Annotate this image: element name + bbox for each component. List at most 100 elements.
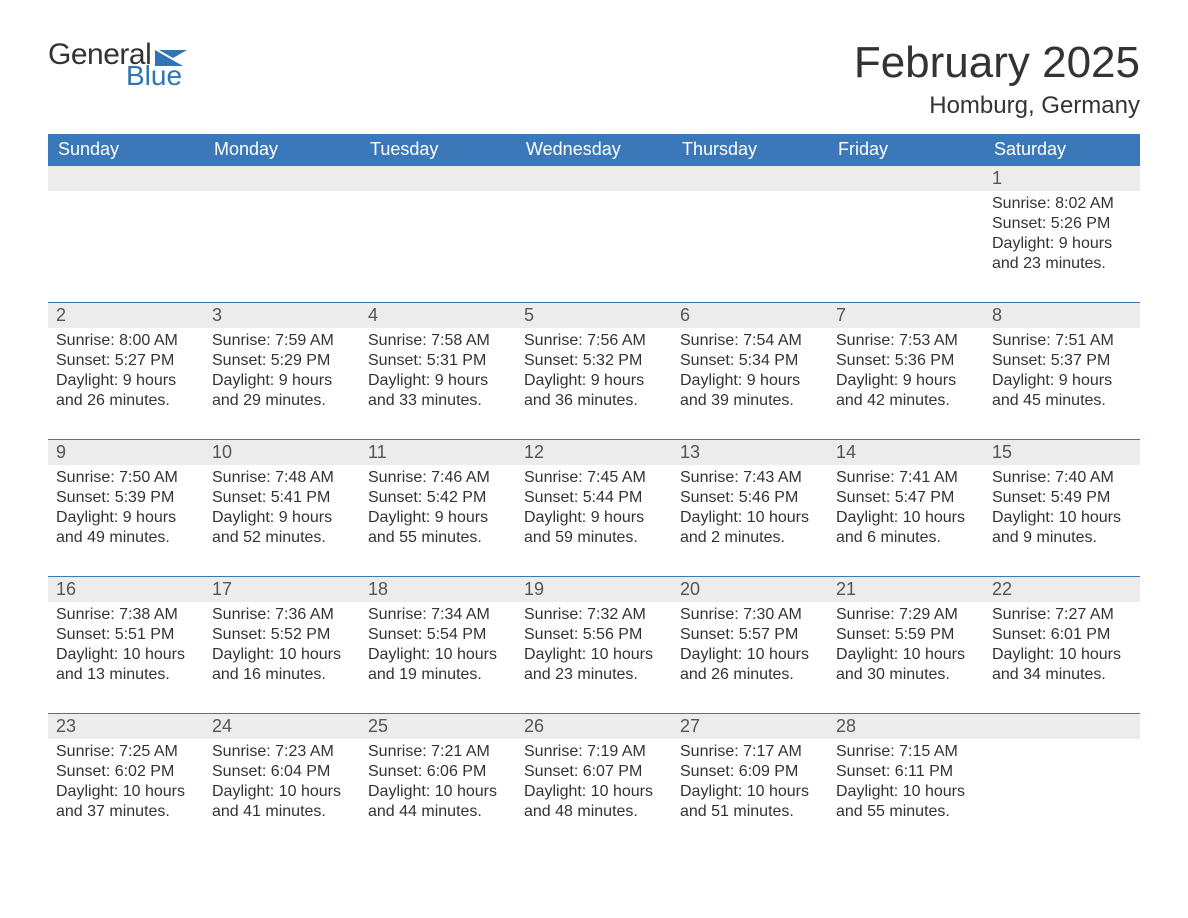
daylight-line: Daylight: 9 hours and 49 minutes. (56, 508, 196, 548)
sunrise-line: Sunrise: 8:02 AM (992, 194, 1132, 214)
day-number: 12 (516, 440, 672, 465)
sunset-line: Sunset: 5:47 PM (836, 488, 976, 508)
day-details: Sunrise: 7:41 AMSunset: 5:47 PMDaylight:… (828, 465, 984, 548)
sunset-line: Sunset: 5:31 PM (368, 351, 508, 371)
day-details: Sunrise: 7:48 AMSunset: 5:41 PMDaylight:… (204, 465, 360, 548)
sunset-line: Sunset: 5:34 PM (680, 351, 820, 371)
sunrise-line: Sunrise: 7:17 AM (680, 742, 820, 762)
sunset-line: Sunset: 5:32 PM (524, 351, 664, 371)
daylight-line: Daylight: 9 hours and 59 minutes. (524, 508, 664, 548)
sunset-line: Sunset: 6:09 PM (680, 762, 820, 782)
page-title: February 2025 (854, 40, 1140, 86)
day-number: 13 (672, 440, 828, 465)
sunset-line: Sunset: 5:57 PM (680, 625, 820, 645)
calendar-week-row: 16Sunrise: 7:38 AMSunset: 5:51 PMDayligh… (48, 577, 1140, 714)
calendar-day-cell: 28Sunrise: 7:15 AMSunset: 6:11 PMDayligh… (828, 714, 984, 851)
calendar-day-cell: 25Sunrise: 7:21 AMSunset: 6:06 PMDayligh… (360, 714, 516, 851)
day-number (48, 166, 204, 191)
day-number (984, 714, 1140, 739)
location-label: Homburg, Germany (854, 92, 1140, 120)
weekday-header-row: SundayMondayTuesdayWednesdayThursdayFrid… (48, 134, 1140, 166)
sunrise-line: Sunrise: 7:23 AM (212, 742, 352, 762)
daylight-line: Daylight: 10 hours and 26 minutes. (680, 645, 820, 685)
calendar-day-cell: 5Sunrise: 7:56 AMSunset: 5:32 PMDaylight… (516, 303, 672, 440)
sunrise-line: Sunrise: 7:30 AM (680, 605, 820, 625)
day-number: 3 (204, 303, 360, 328)
daylight-line: Daylight: 10 hours and 19 minutes. (368, 645, 508, 685)
daylight-line: Daylight: 10 hours and 48 minutes. (524, 782, 664, 822)
day-details: Sunrise: 7:53 AMSunset: 5:36 PMDaylight:… (828, 328, 984, 411)
sunset-line: Sunset: 5:49 PM (992, 488, 1132, 508)
header-bar: General Blue February 2025 Homburg, Germ… (48, 40, 1140, 120)
sunset-line: Sunset: 5:46 PM (680, 488, 820, 508)
sunset-line: Sunset: 5:36 PM (836, 351, 976, 371)
sunset-line: Sunset: 6:07 PM (524, 762, 664, 782)
sunset-line: Sunset: 5:59 PM (836, 625, 976, 645)
daylight-line: Daylight: 9 hours and 26 minutes. (56, 371, 196, 411)
day-details: Sunrise: 7:50 AMSunset: 5:39 PMDaylight:… (48, 465, 204, 548)
day-number: 9 (48, 440, 204, 465)
day-number: 22 (984, 577, 1140, 602)
calendar-day-cell: 6Sunrise: 7:54 AMSunset: 5:34 PMDaylight… (672, 303, 828, 440)
calendar-day-cell: 3Sunrise: 7:59 AMSunset: 5:29 PMDaylight… (204, 303, 360, 440)
calendar-day-cell: 12Sunrise: 7:45 AMSunset: 5:44 PMDayligh… (516, 440, 672, 577)
day-number: 16 (48, 577, 204, 602)
sunset-line: Sunset: 5:29 PM (212, 351, 352, 371)
sunset-line: Sunset: 6:02 PM (56, 762, 196, 782)
calendar-day-cell: 22Sunrise: 7:27 AMSunset: 6:01 PMDayligh… (984, 577, 1140, 714)
sunset-line: Sunset: 5:42 PM (368, 488, 508, 508)
day-details: Sunrise: 7:34 AMSunset: 5:54 PMDaylight:… (360, 602, 516, 685)
daylight-line: Daylight: 9 hours and 52 minutes. (212, 508, 352, 548)
sunrise-line: Sunrise: 7:25 AM (56, 742, 196, 762)
calendar-week-row: 2Sunrise: 8:00 AMSunset: 5:27 PMDaylight… (48, 303, 1140, 440)
calendar-empty-cell (672, 166, 828, 303)
calendar-day-cell: 20Sunrise: 7:30 AMSunset: 5:57 PMDayligh… (672, 577, 828, 714)
sunrise-line: Sunrise: 7:56 AM (524, 331, 664, 351)
day-number (672, 166, 828, 191)
calendar-day-cell: 27Sunrise: 7:17 AMSunset: 6:09 PMDayligh… (672, 714, 828, 851)
sunrise-line: Sunrise: 7:53 AM (836, 331, 976, 351)
day-number (204, 166, 360, 191)
sunset-line: Sunset: 5:51 PM (56, 625, 196, 645)
day-number: 4 (360, 303, 516, 328)
brand-logo: General Blue (48, 40, 187, 90)
day-details: Sunrise: 7:15 AMSunset: 6:11 PMDaylight:… (828, 739, 984, 822)
sunset-line: Sunset: 6:01 PM (992, 625, 1132, 645)
day-details: Sunrise: 7:58 AMSunset: 5:31 PMDaylight:… (360, 328, 516, 411)
sunset-line: Sunset: 6:06 PM (368, 762, 508, 782)
sunset-line: Sunset: 6:04 PM (212, 762, 352, 782)
sunset-line: Sunset: 6:11 PM (836, 762, 976, 782)
day-details: Sunrise: 7:59 AMSunset: 5:29 PMDaylight:… (204, 328, 360, 411)
daylight-line: Daylight: 10 hours and 37 minutes. (56, 782, 196, 822)
sunrise-line: Sunrise: 7:59 AM (212, 331, 352, 351)
daylight-line: Daylight: 10 hours and 13 minutes. (56, 645, 196, 685)
day-details: Sunrise: 7:32 AMSunset: 5:56 PMDaylight:… (516, 602, 672, 685)
sunset-line: Sunset: 5:44 PM (524, 488, 664, 508)
calendar-day-cell: 19Sunrise: 7:32 AMSunset: 5:56 PMDayligh… (516, 577, 672, 714)
calendar-empty-cell (516, 166, 672, 303)
sunset-line: Sunset: 5:54 PM (368, 625, 508, 645)
daylight-line: Daylight: 10 hours and 16 minutes. (212, 645, 352, 685)
weekday-header: Wednesday (516, 134, 672, 166)
sunrise-line: Sunrise: 7:58 AM (368, 331, 508, 351)
sunrise-line: Sunrise: 7:46 AM (368, 468, 508, 488)
sunrise-line: Sunrise: 7:54 AM (680, 331, 820, 351)
calendar-day-cell: 23Sunrise: 7:25 AMSunset: 6:02 PMDayligh… (48, 714, 204, 851)
sunrise-line: Sunrise: 7:41 AM (836, 468, 976, 488)
calendar-week-row: 23Sunrise: 7:25 AMSunset: 6:02 PMDayligh… (48, 714, 1140, 851)
weekday-header: Tuesday (360, 134, 516, 166)
day-number: 2 (48, 303, 204, 328)
calendar-table: SundayMondayTuesdayWednesdayThursdayFrid… (48, 134, 1140, 850)
sunrise-line: Sunrise: 7:36 AM (212, 605, 352, 625)
sunrise-line: Sunrise: 7:15 AM (836, 742, 976, 762)
daylight-line: Daylight: 9 hours and 55 minutes. (368, 508, 508, 548)
calendar-empty-cell (204, 166, 360, 303)
day-details: Sunrise: 7:27 AMSunset: 6:01 PMDaylight:… (984, 602, 1140, 685)
day-number: 26 (516, 714, 672, 739)
sunrise-line: Sunrise: 7:50 AM (56, 468, 196, 488)
day-number: 21 (828, 577, 984, 602)
day-number: 27 (672, 714, 828, 739)
calendar-day-cell: 21Sunrise: 7:29 AMSunset: 5:59 PMDayligh… (828, 577, 984, 714)
day-details: Sunrise: 8:00 AMSunset: 5:27 PMDaylight:… (48, 328, 204, 411)
day-details: Sunrise: 7:29 AMSunset: 5:59 PMDaylight:… (828, 602, 984, 685)
